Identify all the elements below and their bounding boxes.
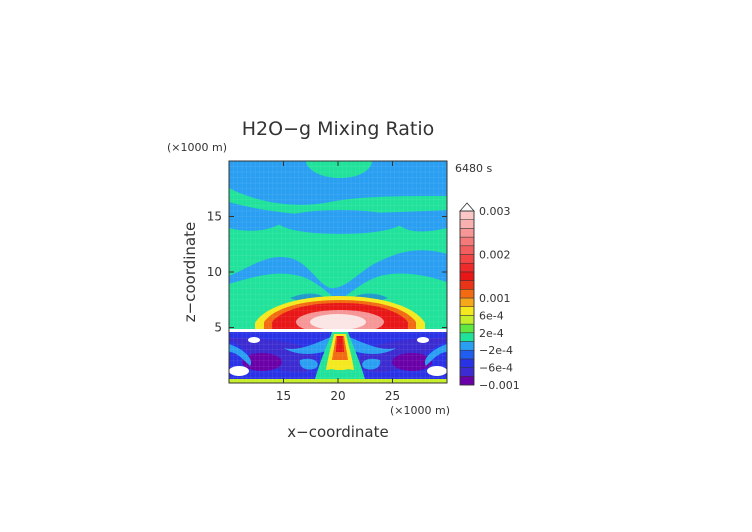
colorbar-segment — [459, 262, 475, 273]
field-lower-violet-right — [392, 353, 432, 371]
field-top-green-cap — [306, 161, 372, 178]
colorbar-segment — [459, 271, 475, 281]
colorbar-segment — [459, 254, 475, 264]
y-axis-label: z−coordinate — [181, 222, 199, 322]
colorbar: 0.003 0.002 0.001 6e-4 2e-4 −2e-4 −6e-4 −0.001 — [459, 202, 520, 392]
colorbar-segment — [459, 315, 475, 325]
x-axis-ticks: 15 20 25 — [276, 161, 400, 403]
colorbar-tick-label: −0.001 — [479, 379, 520, 392]
field-white-patch-left — [229, 366, 249, 376]
colorbar-frame — [459, 210, 475, 386]
colorbar-extend-arrow — [459, 202, 475, 212]
colorbar-tick-label: 0.001 — [479, 292, 511, 305]
colorbar-segment — [459, 341, 475, 351]
field-lower-lightblue-arms — [229, 334, 447, 366]
x-tick-label: 15 — [276, 389, 291, 403]
x-unit-label: (×1000 m) — [390, 404, 450, 417]
y-tick-label: 10 — [207, 265, 222, 279]
field-lower-violet-left — [242, 353, 282, 371]
colorbar-tick-label: 0.003 — [479, 205, 511, 218]
cell-grid — [229, 161, 447, 383]
field-lower-red-core — [336, 336, 344, 352]
colorbar-segment — [459, 349, 475, 360]
x-tick-label: 25 — [385, 389, 400, 403]
time-label: 6480 s — [455, 162, 492, 175]
field-separator — [229, 329, 447, 332]
colorbar-segment — [459, 280, 475, 290]
colorbar-segment — [459, 228, 475, 238]
colorbar-segment — [459, 289, 475, 299]
colorbar-tick-label: 6e-4 — [479, 309, 504, 322]
field-lower-lightblue-lobes — [299, 358, 381, 370]
colorbar-segment — [459, 236, 475, 247]
field-upper-green-plume — [229, 217, 447, 289]
colorbar-segment — [459, 323, 475, 334]
y-unit-label: (×1000 m) — [167, 141, 227, 154]
colorbar-tick-label: 2e-4 — [479, 327, 504, 340]
y-axis-ticks: 5 10 15 — [207, 210, 447, 335]
colorbar-segment — [459, 210, 475, 220]
heatmap-field — [229, 161, 447, 383]
field-white-patch-right — [427, 366, 447, 376]
colorbar-segment — [459, 245, 475, 255]
field-moist-core-white — [310, 314, 366, 330]
colorbar-tick-label: −2e-4 — [479, 344, 513, 357]
colorbar-segment — [459, 306, 475, 316]
x-axis-label: x−coordinate — [287, 423, 388, 441]
colorbar-segment — [459, 358, 475, 368]
field-white-patch-mid-right — [417, 337, 429, 343]
colorbar-segment — [459, 219, 475, 229]
colorbar-segment — [459, 376, 475, 386]
colorbar-tick-label: 0.002 — [479, 249, 511, 262]
field-top-green-arc — [229, 188, 447, 216]
colorbar-segment — [459, 332, 475, 342]
colorbar-tick-label: −6e-4 — [479, 362, 513, 375]
colorbar-segment — [459, 367, 475, 377]
y-tick-label: 5 — [214, 321, 222, 335]
field-upper-blue-lens — [278, 210, 402, 234]
colorbar-segment — [459, 297, 475, 307]
chart-title: H2O−g Mixing Ratio — [242, 118, 434, 140]
x-tick-label: 20 — [330, 389, 345, 403]
y-tick-label: 15 — [207, 210, 222, 224]
field-white-patch-mid-left — [248, 337, 260, 343]
